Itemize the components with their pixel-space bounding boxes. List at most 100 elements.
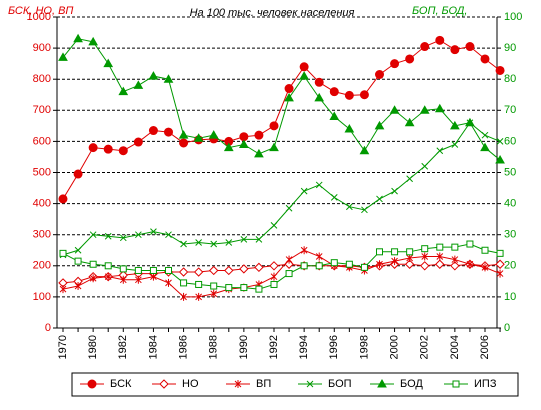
marker-shape bbox=[496, 249, 504, 257]
marker-shape bbox=[270, 280, 278, 288]
marker bbox=[284, 84, 294, 94]
marker-shape bbox=[465, 42, 475, 52]
marker-shape bbox=[406, 248, 414, 256]
marker bbox=[118, 146, 128, 156]
marker bbox=[345, 260, 353, 268]
marker bbox=[73, 169, 83, 179]
x-tick-label: 1986 bbox=[177, 335, 189, 359]
marker bbox=[404, 117, 415, 127]
marker bbox=[59, 249, 67, 257]
marker bbox=[285, 270, 293, 278]
marker-shape bbox=[73, 33, 83, 43]
marker bbox=[375, 70, 384, 80]
marker-shape bbox=[164, 127, 173, 137]
marker bbox=[270, 272, 278, 281]
marker-shape bbox=[255, 285, 263, 293]
chart-title: На 100 тыс. человек населения bbox=[190, 7, 355, 19]
x-tick-label: 1988 bbox=[208, 335, 220, 359]
marker-shape bbox=[306, 380, 314, 388]
marker-shape bbox=[329, 87, 339, 97]
marker bbox=[300, 246, 308, 255]
marker-shape bbox=[104, 232, 112, 240]
marker-shape bbox=[104, 272, 112, 281]
marker bbox=[344, 90, 354, 100]
marker bbox=[150, 272, 157, 281]
y2-tick-label: 100 bbox=[504, 11, 522, 23]
x-tick-label: 1998 bbox=[358, 335, 370, 359]
marker bbox=[89, 274, 97, 283]
marker-shape bbox=[209, 265, 219, 276]
marker-shape bbox=[254, 130, 264, 140]
marker-shape bbox=[165, 278, 172, 287]
marker bbox=[210, 240, 218, 248]
marker-shape bbox=[210, 282, 218, 290]
marker-shape bbox=[391, 187, 398, 195]
marker-shape bbox=[165, 231, 172, 239]
marker bbox=[465, 117, 475, 127]
marker-shape bbox=[375, 70, 384, 80]
marker bbox=[496, 138, 504, 145]
marker bbox=[135, 231, 142, 239]
marker-shape bbox=[234, 380, 242, 388]
marker-shape bbox=[284, 92, 294, 102]
marker bbox=[209, 265, 219, 276]
marker bbox=[434, 103, 445, 113]
marker-shape bbox=[210, 289, 218, 298]
marker-shape bbox=[495, 65, 505, 75]
marker bbox=[234, 380, 242, 388]
marker bbox=[450, 261, 460, 271]
legend-label: БОП bbox=[328, 378, 352, 390]
marker bbox=[315, 181, 323, 189]
y2-tick-label: 80 bbox=[504, 73, 516, 85]
marker bbox=[269, 142, 279, 152]
marker bbox=[118, 86, 129, 96]
marker-shape bbox=[450, 261, 460, 271]
marker-shape bbox=[269, 121, 279, 131]
marker bbox=[58, 194, 68, 204]
marker-shape bbox=[435, 35, 445, 45]
marker-shape bbox=[193, 267, 204, 277]
marker-shape bbox=[74, 246, 82, 254]
marker bbox=[74, 257, 82, 265]
marker bbox=[270, 222, 278, 229]
marker bbox=[330, 194, 338, 201]
marker bbox=[451, 255, 459, 264]
marker-shape bbox=[436, 147, 444, 155]
marker bbox=[148, 126, 158, 136]
marker-shape bbox=[406, 175, 413, 183]
marker-shape bbox=[359, 90, 369, 100]
marker-shape bbox=[240, 236, 248, 243]
x-tick-label: 1990 bbox=[238, 335, 250, 359]
marker-shape bbox=[421, 245, 429, 253]
marker bbox=[329, 87, 339, 97]
marker-shape bbox=[89, 260, 97, 268]
marker bbox=[315, 252, 323, 261]
marker bbox=[285, 255, 293, 264]
marker-shape bbox=[496, 269, 504, 278]
marker-shape bbox=[254, 262, 264, 273]
marker-shape bbox=[270, 222, 278, 229]
marker bbox=[450, 45, 460, 55]
marker bbox=[148, 71, 159, 80]
marker-shape bbox=[119, 234, 127, 242]
marker bbox=[420, 42, 430, 52]
marker-shape bbox=[466, 260, 474, 269]
marker bbox=[133, 137, 143, 147]
y-tick-label: 500 bbox=[33, 166, 51, 178]
marker bbox=[361, 206, 368, 214]
marker-shape bbox=[406, 254, 413, 263]
marker bbox=[223, 142, 234, 152]
marker bbox=[88, 36, 99, 46]
marker-shape bbox=[58, 52, 68, 61]
marker-shape bbox=[163, 74, 174, 83]
marker bbox=[481, 246, 489, 254]
marker bbox=[180, 240, 187, 248]
marker-shape bbox=[315, 252, 323, 261]
y-tick-label: 1000 bbox=[27, 11, 51, 23]
marker bbox=[254, 130, 264, 140]
marker-shape bbox=[103, 144, 113, 154]
marker bbox=[73, 33, 83, 43]
marker bbox=[270, 280, 278, 288]
marker bbox=[238, 139, 249, 149]
